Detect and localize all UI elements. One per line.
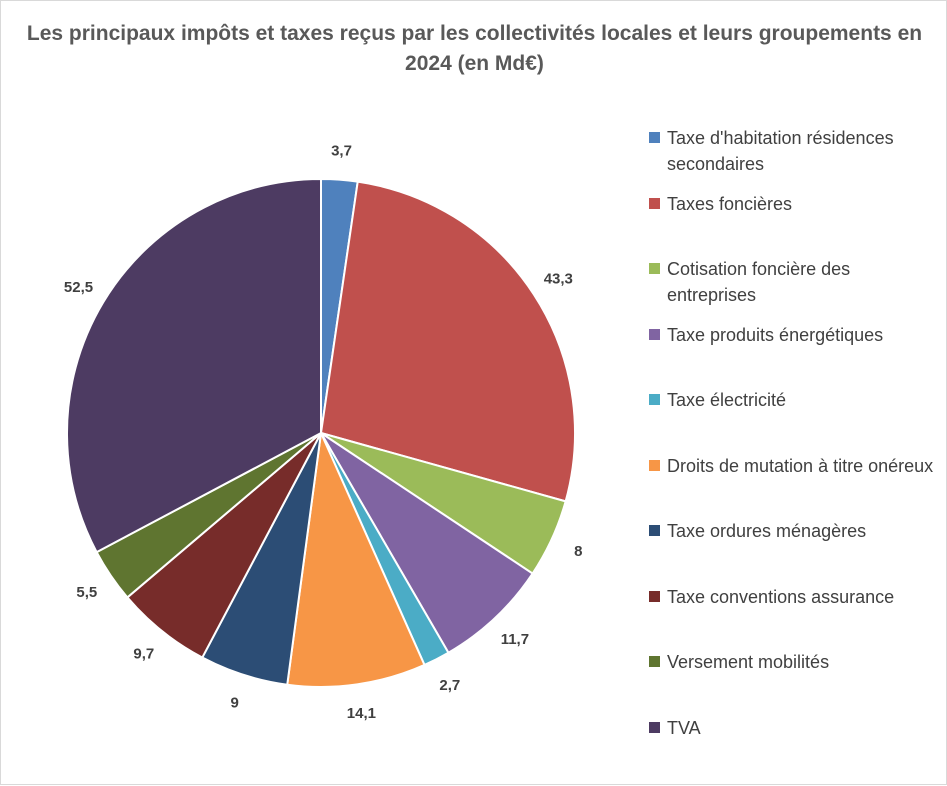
legend-swatch xyxy=(649,525,660,536)
data-label-5: 2,7 xyxy=(439,677,460,694)
data-label-3: 8 xyxy=(574,543,582,560)
legend-swatch xyxy=(649,656,660,667)
legend-swatch xyxy=(649,459,660,471)
data-label-9: 5,5 xyxy=(76,584,97,601)
legend-swatch xyxy=(649,263,660,274)
legend-label: Cotisation foncière des entreprises xyxy=(667,259,851,305)
legend-label: TVA xyxy=(667,717,701,738)
legend-label: Taxe produits énergétiques xyxy=(667,324,884,345)
pie-slice-4 xyxy=(320,432,534,655)
legend-swatch xyxy=(649,721,660,733)
legend-swatch xyxy=(649,197,660,209)
legend-swatch xyxy=(649,132,660,143)
legend-label: Taxe électricité xyxy=(667,390,787,410)
legend-label: Taxe d'habitation résidences secondaires xyxy=(667,128,894,174)
data-label-7: 9 xyxy=(231,695,239,712)
data-label-6: 14,1 xyxy=(347,705,376,722)
legend-swatch xyxy=(649,328,660,340)
pie-slice-10 xyxy=(66,177,322,554)
legend-label: Taxe conventions assurance xyxy=(667,586,895,607)
pie-slice-2 xyxy=(319,180,576,503)
pie-slice-6 xyxy=(286,429,426,688)
data-label-1: 3,7 xyxy=(331,143,352,160)
data-label-4: 11,7 xyxy=(501,631,529,648)
data-label-10: 52,5 xyxy=(64,279,93,296)
chart-title: Les principaux impôts et taxes reçus par… xyxy=(26,22,923,75)
legend-label: Taxes foncières xyxy=(667,193,793,214)
legend-label: Taxe ordures ménagères xyxy=(667,521,867,541)
legend-label: Versement mobilités xyxy=(667,652,830,672)
legend-label: Droits de mutation à titre onéreux xyxy=(667,455,934,476)
legend-swatch xyxy=(649,394,660,405)
data-label-8: 9,7 xyxy=(133,646,154,663)
legend-swatch xyxy=(649,590,660,602)
data-label-2: 43,3 xyxy=(544,271,573,288)
